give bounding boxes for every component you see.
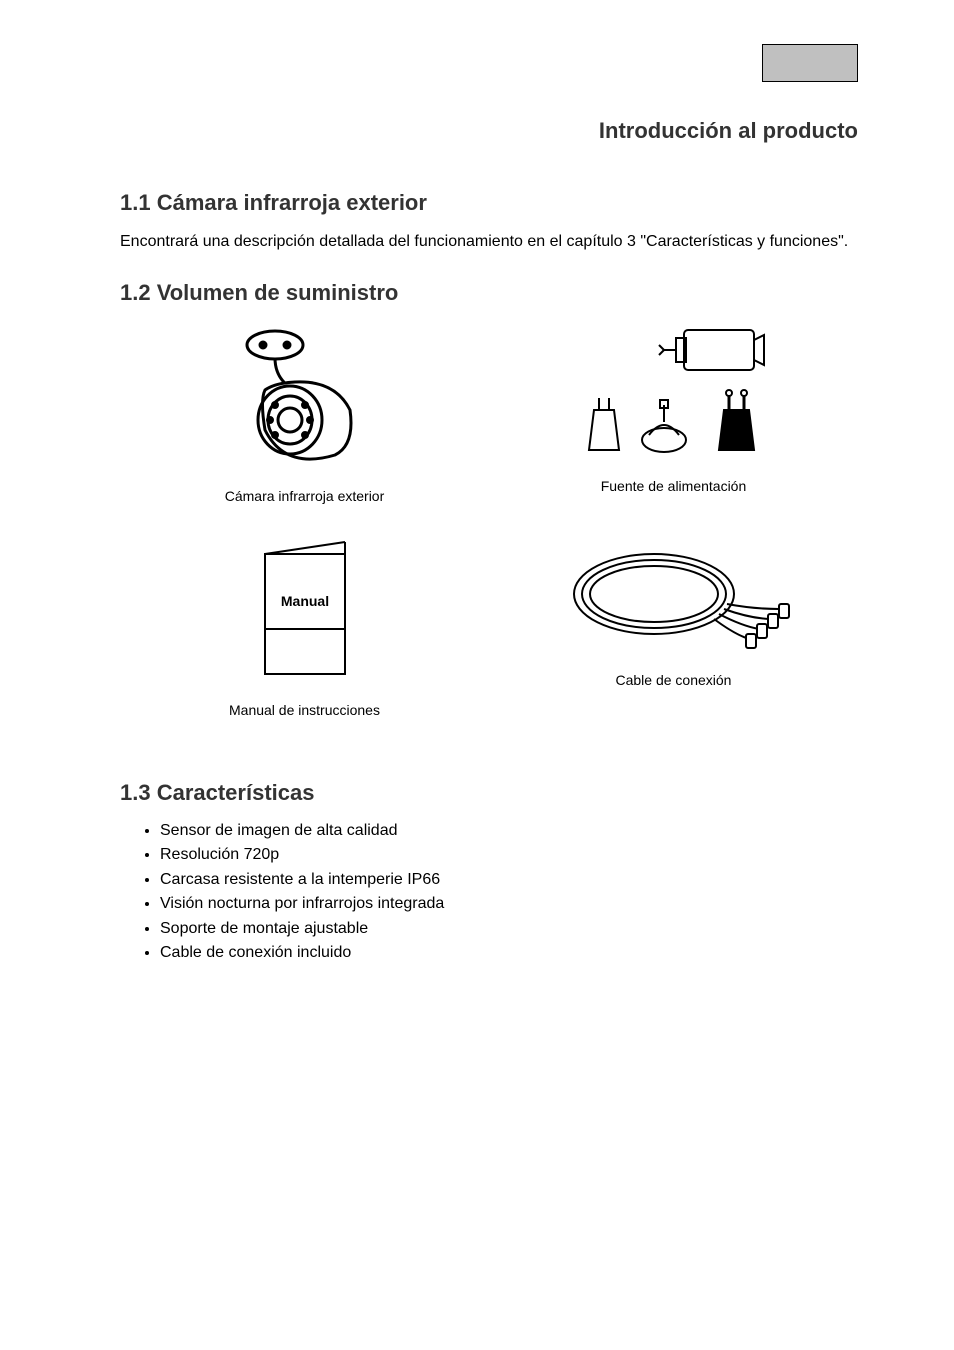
power-supply-icon [564, 320, 784, 470]
section-2-title: 1.2 Volumen de suministro [120, 280, 398, 306]
supply-item-label: Fuente de alimentación [601, 478, 747, 494]
camera-icon [215, 320, 395, 480]
supply-item-manual: Manual Manual de instrucciones [120, 534, 489, 718]
feature-item: Visión nocturna por infrarrojos integrad… [160, 893, 858, 915]
manual-text: Manual [280, 593, 328, 609]
supply-item-psu: Fuente de alimentación [489, 320, 858, 504]
feature-item: Cable de conexión incluido [160, 942, 858, 964]
cable-icon [554, 534, 794, 664]
page-heading: Introducción al producto [599, 118, 858, 144]
supply-item-label: Cable de conexión [616, 672, 732, 688]
supply-item-label: Cámara infrarroja exterior [225, 488, 385, 504]
supply-item-camera: Cámara infrarroja exterior [120, 320, 489, 504]
manual-icon: Manual [240, 534, 370, 694]
supply-grid: Cámara infrarroja exterior [120, 320, 858, 748]
section-1-title: 1.1 Cámara infrarroja exterior [120, 190, 427, 216]
section-1-paragraph: Encontrará una descripción detallada del… [120, 232, 858, 253]
feature-item: Carcasa resistente a la intemperie IP66 [160, 869, 858, 891]
supply-item-cable: Cable de conexión [489, 534, 858, 718]
section-3-title: 1.3 Características [120, 780, 314, 806]
feature-item: Sensor de imagen de alta calidad [160, 820, 858, 842]
page-number-box [762, 44, 858, 82]
feature-item: Soporte de montaje ajustable [160, 918, 858, 940]
supply-item-label: Manual de instrucciones [229, 702, 380, 718]
feature-list: Sensor de imagen de alta calidad Resoluc… [160, 820, 858, 966]
feature-item: Resolución 720p [160, 844, 858, 866]
